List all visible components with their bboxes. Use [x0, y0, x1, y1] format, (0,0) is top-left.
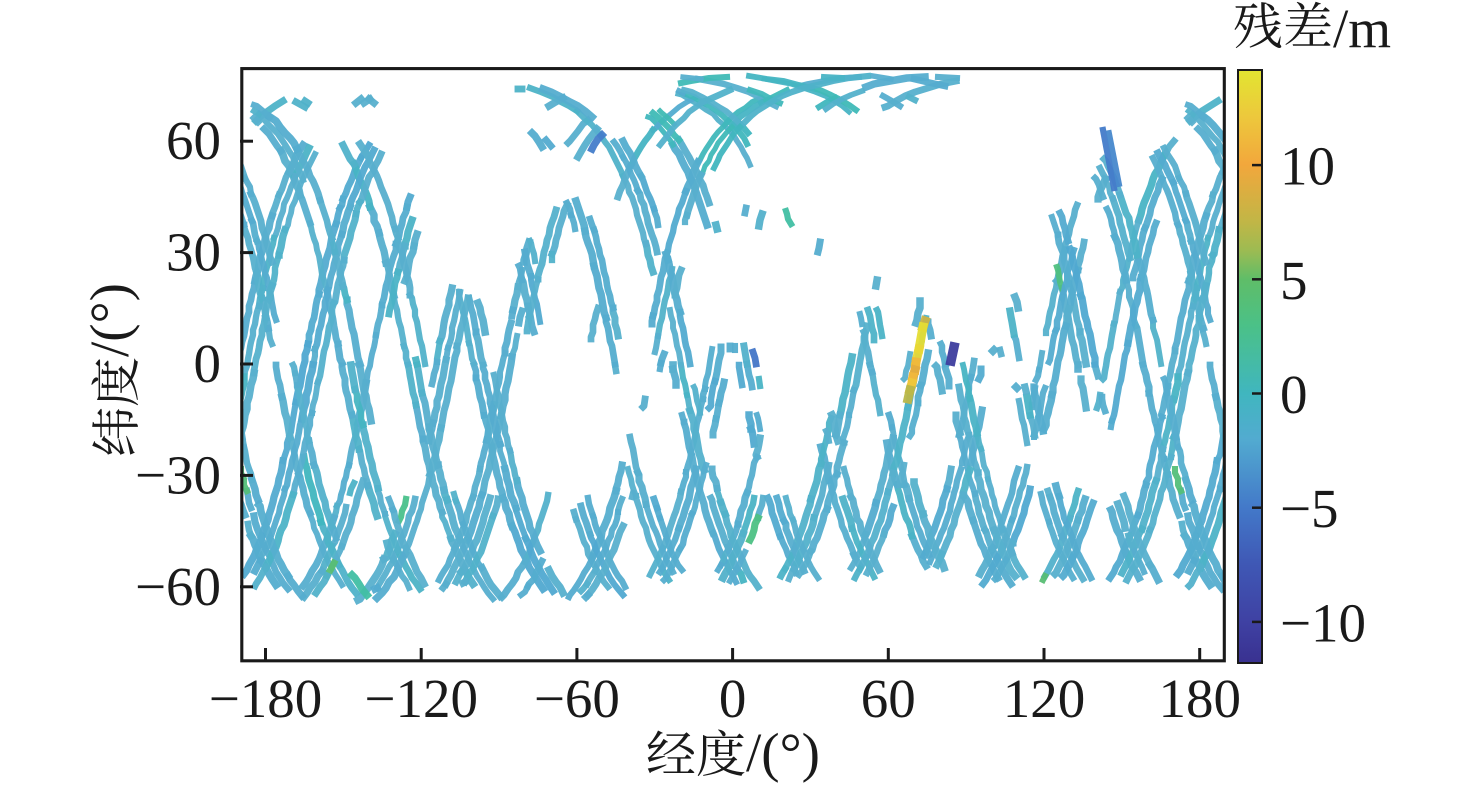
svg-text:−10: −10 — [1280, 592, 1366, 653]
svg-text:−60: −60 — [534, 668, 620, 729]
svg-text:30: 30 — [166, 222, 221, 283]
svg-text:−180: −180 — [209, 668, 323, 729]
svg-text:−120: −120 — [364, 668, 478, 729]
svg-text:0: 0 — [719, 668, 747, 729]
svg-text:/m: /m — [1333, 0, 1391, 59]
svg-text:−60: −60 — [135, 556, 221, 617]
svg-text:/(°): /(°) — [746, 722, 820, 783]
svg-text:−30: −30 — [135, 444, 221, 505]
svg-text:0: 0 — [1280, 364, 1308, 425]
svg-text:10: 10 — [1280, 136, 1335, 197]
svg-text:0: 0 — [194, 333, 222, 394]
svg-text:−5: −5 — [1280, 478, 1339, 539]
svg-text:180: 180 — [1158, 668, 1241, 729]
svg-text:60: 60 — [861, 668, 916, 729]
svg-text:120: 120 — [1003, 668, 1086, 729]
svg-text:60: 60 — [166, 110, 221, 171]
svg-text:5: 5 — [1280, 250, 1308, 311]
svg-text:/(°): /(°) — [79, 283, 140, 357]
